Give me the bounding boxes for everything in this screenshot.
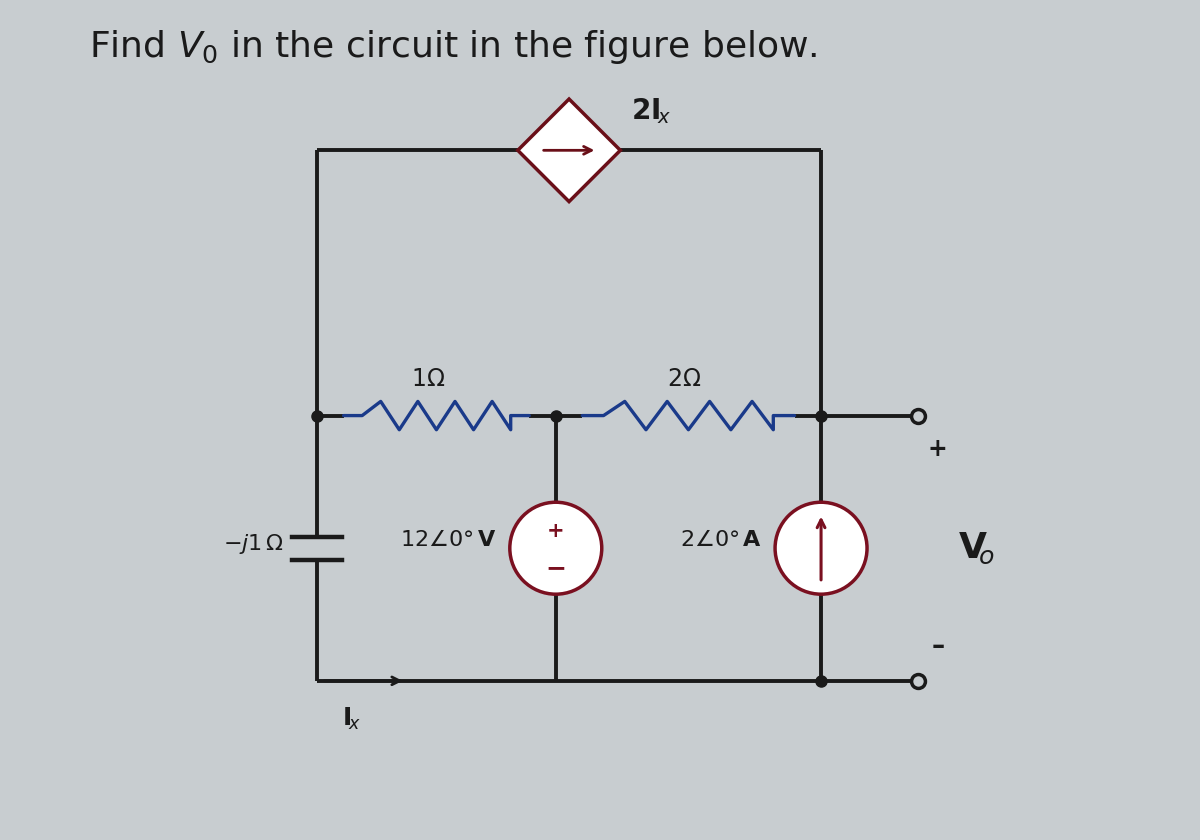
- Text: +: +: [547, 521, 565, 540]
- Text: $\mathbf{I}_{\!x}$: $\mathbf{I}_{\!x}$: [342, 706, 361, 732]
- Text: $\mathbf{V}_{\!\!o}$: $\mathbf{V}_{\!\!o}$: [958, 531, 995, 566]
- Text: $1\Omega$: $1\Omega$: [410, 367, 445, 391]
- Circle shape: [510, 502, 601, 594]
- Text: $\mathbf{2I}_{\!x}$: $\mathbf{2I}_{\!x}$: [631, 96, 672, 125]
- Polygon shape: [517, 99, 620, 202]
- Text: –: –: [931, 634, 944, 660]
- Text: $-j1\,\Omega$: $-j1\,\Omega$: [223, 532, 283, 556]
- Text: $12\angle0°\mathbf{\,V}$: $12\angle0°\mathbf{\,V}$: [401, 529, 497, 550]
- Text: −: −: [545, 556, 566, 580]
- Circle shape: [775, 502, 868, 594]
- Text: +: +: [928, 437, 948, 461]
- Text: Find $V_0$ in the circuit in the figure below.: Find $V_0$ in the circuit in the figure …: [89, 29, 817, 66]
- Text: $2\angle0°\mathbf{\,A}$: $2\angle0°\mathbf{\,A}$: [679, 529, 762, 550]
- Text: $2\Omega$: $2\Omega$: [667, 367, 701, 391]
